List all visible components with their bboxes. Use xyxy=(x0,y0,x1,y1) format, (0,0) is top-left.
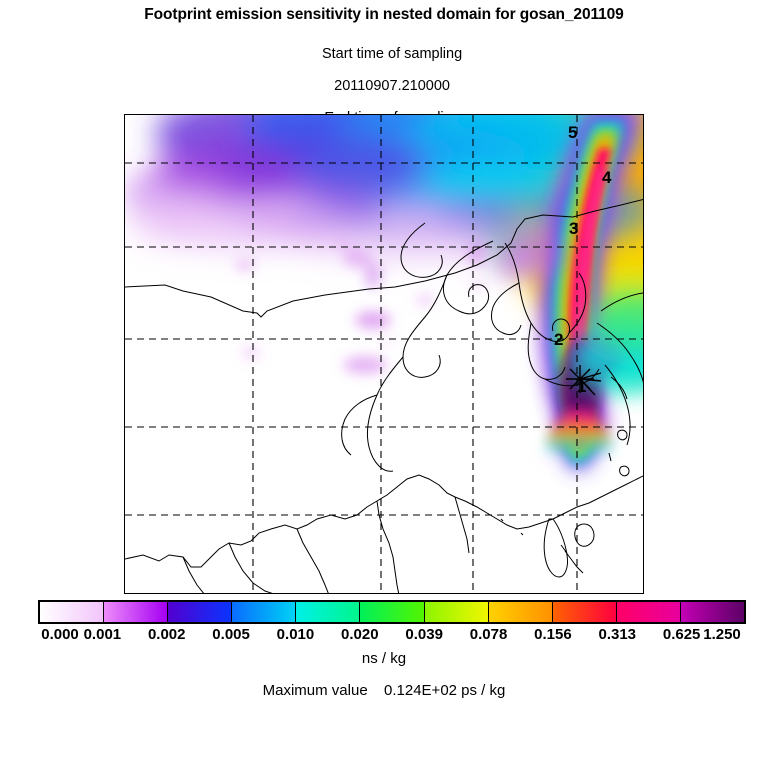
colorbar-segment xyxy=(40,602,105,622)
start-time-label: Start time of sampling xyxy=(321,46,463,62)
colorbar-segment xyxy=(680,602,745,622)
plume-label: 5 xyxy=(568,123,578,142)
concentration-field xyxy=(125,115,643,593)
maximum-value-line: Maximum value 0.124E+02 ps / kg xyxy=(0,682,768,699)
colorbar-tick-label: 0.625 xyxy=(662,626,701,643)
colorbar-segment xyxy=(168,602,233,622)
colorbar: 0.000 0.001 0.002 0.005 0.010 0.020 0.039 0.078… xyxy=(38,600,746,648)
plume-label: 4 xyxy=(602,168,612,187)
footprint-map-plot: 1 2 3 4 5 xyxy=(124,114,644,594)
colorbar-unit-label: ns / kg xyxy=(361,650,407,667)
colorbar-gradient xyxy=(38,600,746,624)
colorbar-tick-label: 0.000 xyxy=(41,626,79,643)
colorbar-tick-label: 0.078 xyxy=(469,626,508,643)
plume-label: 3 xyxy=(569,219,579,238)
colorbar-tick-labels: 0.000 0.001 0.002 0.005 0.010 0.020 0.039 0.078… xyxy=(38,626,746,648)
maximum-value-label: Maximum value xyxy=(262,682,368,699)
colorbar-tick-label: 0.313 xyxy=(598,626,637,643)
isolated-patches xyxy=(235,237,581,465)
map-canvas xyxy=(125,115,643,593)
colorbar-tick-label: 0.039 xyxy=(405,626,443,643)
colorbar-segment xyxy=(296,602,361,622)
colorbar-segment xyxy=(104,602,169,622)
colorbar-tick-label: 1.250 xyxy=(703,626,741,643)
coastlines xyxy=(125,198,643,593)
graticule xyxy=(125,115,643,593)
plume-label: 2 xyxy=(554,330,564,349)
colorbar-segment xyxy=(232,602,297,622)
colorbar-tick-label: 0.156 xyxy=(534,626,572,643)
colorbar-tick-label: 0.002 xyxy=(147,626,186,643)
start-time-value: 20110907.210000 xyxy=(334,78,450,94)
plume-label: 1 xyxy=(577,377,587,396)
colorbar-tick-label: 0.005 xyxy=(212,626,250,643)
release-star-icon xyxy=(566,365,602,396)
colorbar-segment xyxy=(360,602,425,622)
colorbar-tick-label: 0.001 xyxy=(83,626,122,643)
colorbar-segment xyxy=(424,602,489,622)
colorbar-tick-label: 0.010 xyxy=(276,626,315,643)
colorbar-segment xyxy=(616,602,681,622)
maximum-value-value: 0.124E+02 ps / kg xyxy=(384,682,506,699)
colorbar-segment xyxy=(552,602,617,622)
colorbar-segment xyxy=(488,602,553,622)
colorbar-tick-label: 0.020 xyxy=(341,626,379,643)
page-title: Footprint emission sensitivity in nested… xyxy=(144,6,624,23)
